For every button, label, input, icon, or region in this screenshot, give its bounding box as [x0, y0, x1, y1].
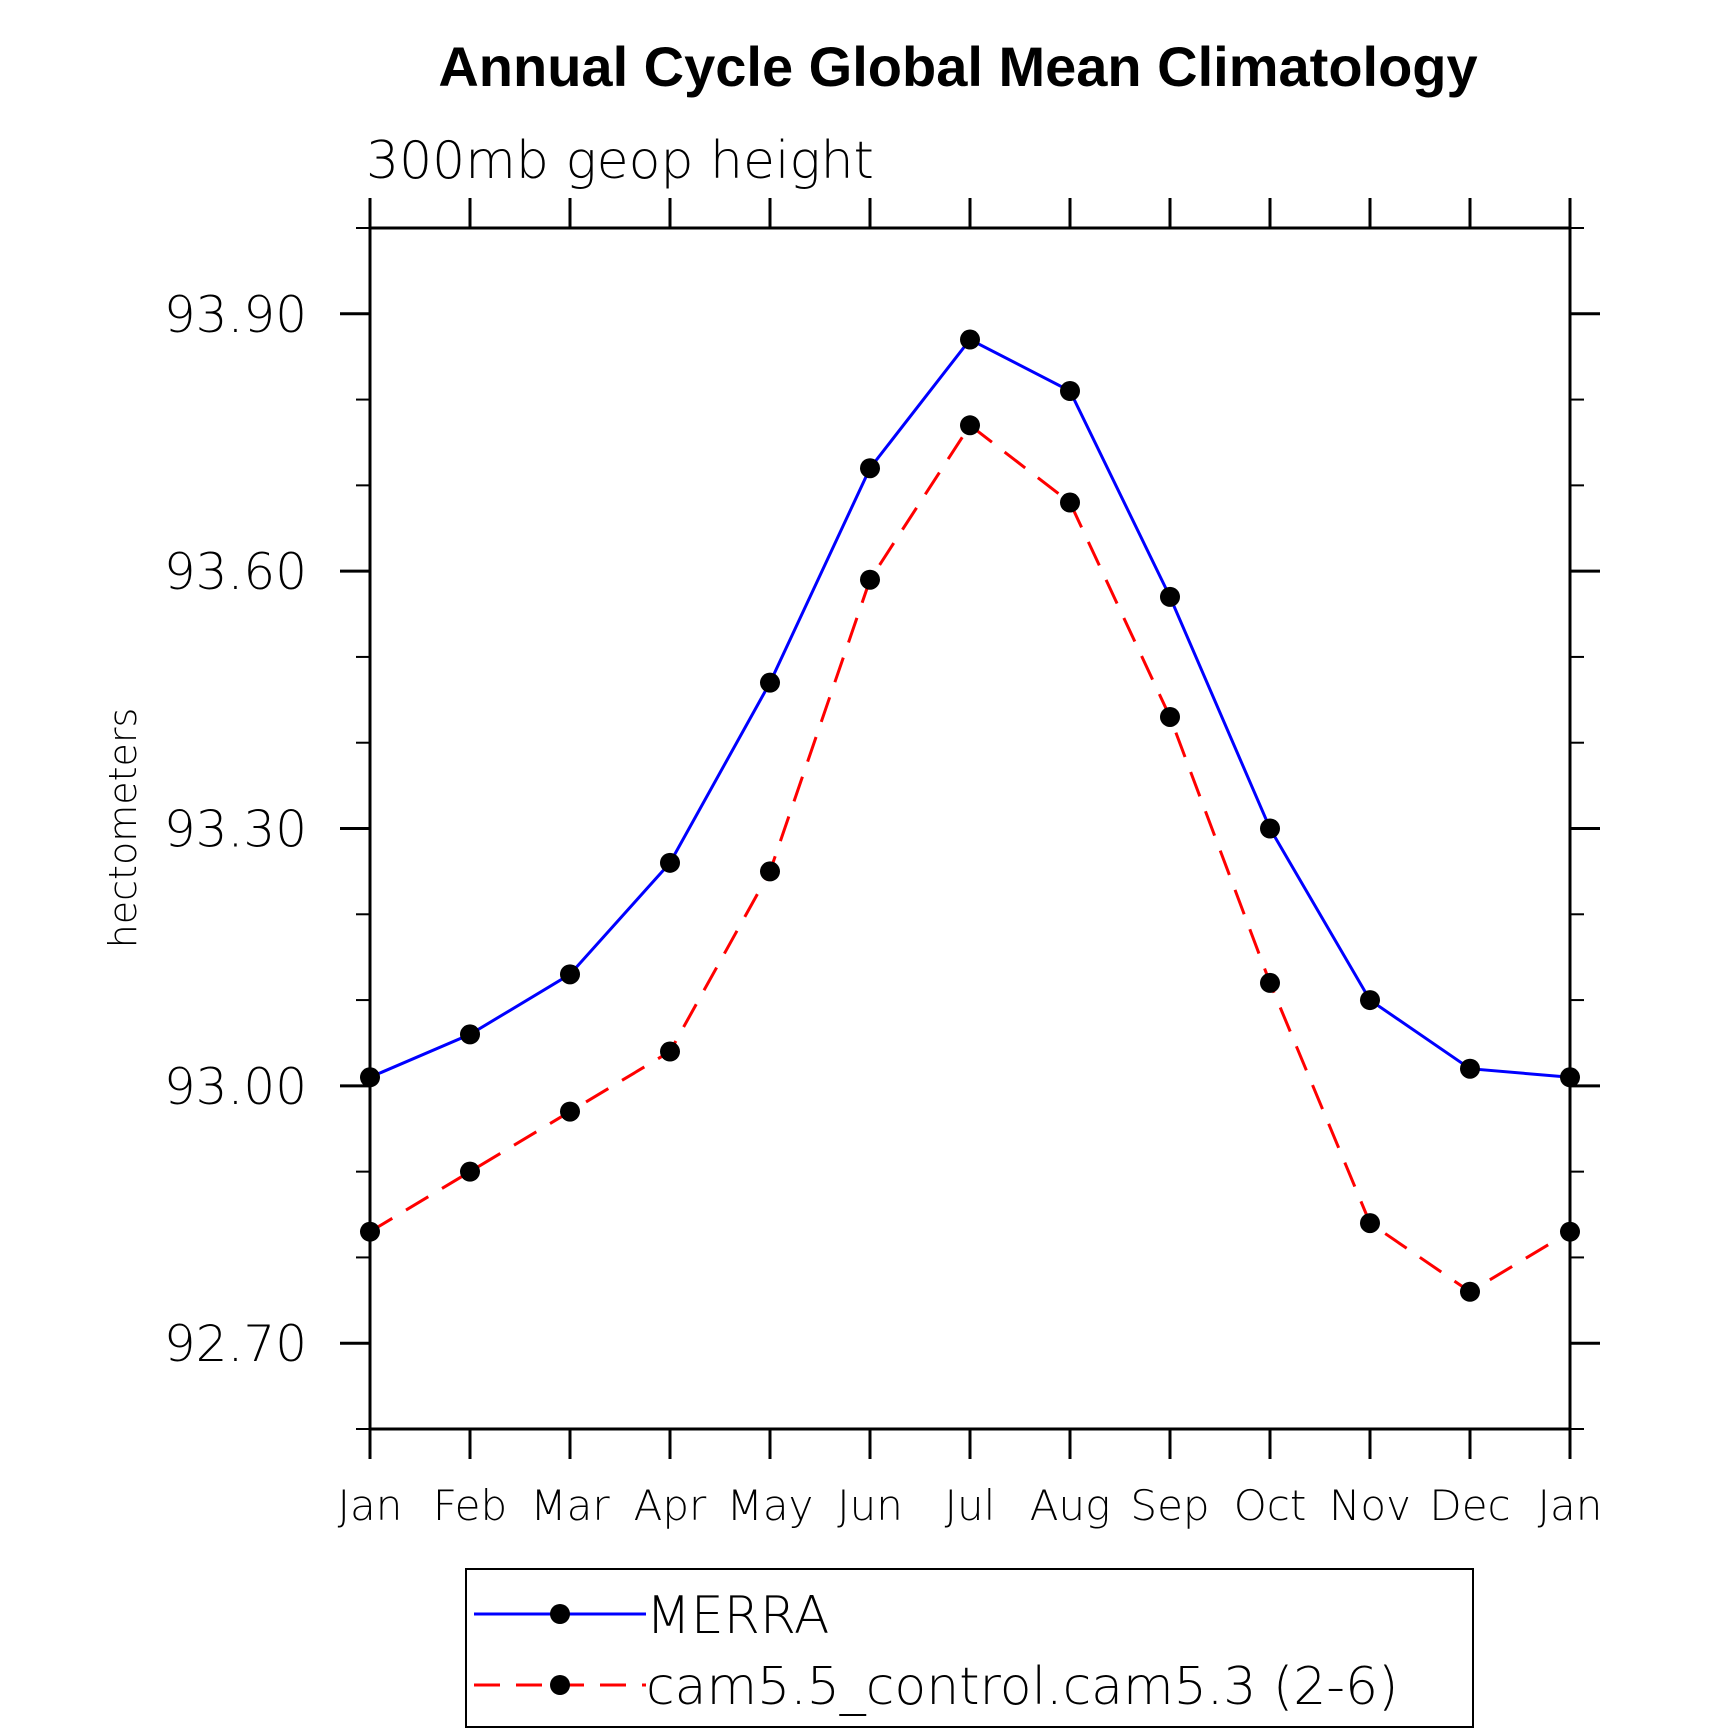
data-point-series1 — [1060, 492, 1080, 513]
data-point-series0 — [1260, 818, 1280, 839]
data-point-series0 — [860, 458, 880, 479]
y-tick-label: 92.70 — [164, 1315, 307, 1373]
series-line-0 — [369, 337, 1571, 1079]
data-point-series0 — [360, 1067, 380, 1088]
data-point-series0 — [1360, 990, 1380, 1011]
series-layer — [360, 329, 1580, 1302]
y-axis-label: hectometers — [101, 708, 145, 949]
data-point-series0 — [1160, 586, 1180, 607]
x-tick-label: Jun — [837, 1481, 903, 1530]
x-tick-label: Mar — [530, 1481, 610, 1530]
data-point-series1 — [1360, 1213, 1380, 1234]
data-point-series0 — [460, 1024, 480, 1045]
data-point-series1 — [1460, 1281, 1480, 1302]
data-point-series0 — [1060, 380, 1080, 401]
chart-title: Annual Cycle Global Mean Climatology — [438, 35, 1477, 98]
data-point-series0 — [1460, 1058, 1480, 1079]
series-line-1 — [369, 423, 1571, 1294]
plot-frame — [368, 226, 1572, 1431]
x-tick-label: Jul — [945, 1481, 996, 1530]
legend-marker-cam — [550, 1675, 570, 1695]
axes — [340, 198, 1600, 1459]
data-point-series1 — [560, 1101, 580, 1122]
data-point-series0 — [660, 852, 680, 873]
data-point-series1 — [860, 569, 880, 590]
legend-box — [465, 1568, 1474, 1728]
legend-marker-merra — [550, 1604, 570, 1624]
legend-label-cam: cam5.5_control.cam5.3 (2-6) — [646, 1657, 1398, 1717]
data-point-series1 — [960, 415, 980, 436]
data-point-series0 — [560, 964, 580, 985]
y-tick-label: 93.60 — [164, 543, 307, 601]
data-point-series0 — [960, 329, 980, 350]
x-tick-label: Jan — [1538, 1481, 1603, 1530]
x-tick-label: May — [727, 1481, 814, 1530]
y-tick-labels: 92.70 93.00 93.30 93.60 93.90 — [164, 286, 307, 1373]
data-point-series1 — [1260, 972, 1280, 993]
y-tick-label: 93.00 — [164, 1058, 307, 1116]
x-tick-label: Jan — [338, 1481, 403, 1530]
y-tick-label: 93.90 — [164, 286, 307, 344]
data-point-series1 — [460, 1161, 480, 1182]
x-tick-labels: Jan Feb Mar Apr May Jun Jul Aug Sep Oct Nov Dec Jan — [338, 1481, 1603, 1530]
x-tick-label: Dec — [1429, 1481, 1510, 1530]
x-tick-label: Apr — [634, 1481, 707, 1530]
chart-subtitle: 300mb geop height — [366, 131, 874, 191]
data-point-series1 — [1560, 1221, 1580, 1242]
data-point-series1 — [360, 1221, 380, 1242]
y-tick-label: 93.30 — [164, 801, 307, 859]
data-point-series0 — [760, 672, 780, 693]
x-tick-label: Aug — [1030, 1481, 1111, 1530]
data-point-series0 — [1560, 1067, 1580, 1088]
data-point-series1 — [660, 1041, 680, 1062]
x-tick-label: Nov — [1329, 1481, 1411, 1530]
x-tick-label: Feb — [433, 1481, 507, 1530]
x-tick-label: Oct — [1234, 1481, 1307, 1530]
data-point-series1 — [1160, 706, 1180, 727]
data-point-series1 — [760, 861, 780, 882]
legend: MERRA cam5.5_control.cam5.3 (2-6) — [465, 1568, 1474, 1728]
legend-label-merra: MERRA — [646, 1586, 829, 1646]
x-tick-label: Sep — [1130, 1481, 1209, 1530]
